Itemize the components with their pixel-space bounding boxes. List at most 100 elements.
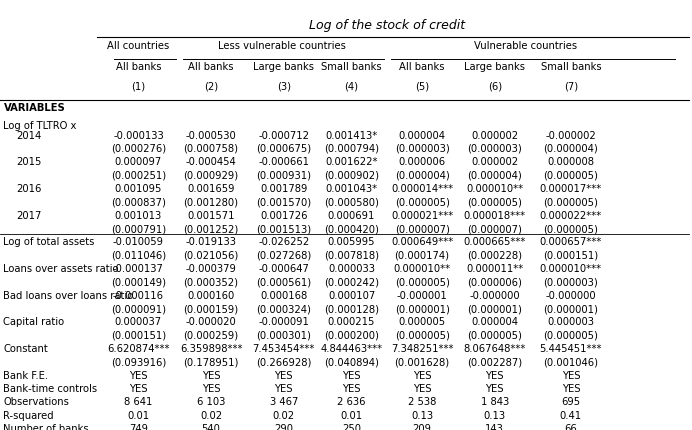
Text: 0.000037: 0.000037 [115, 317, 162, 327]
Text: 0.01: 0.01 [340, 411, 363, 421]
Text: 7.348251***: 7.348251*** [391, 344, 453, 354]
Text: 0.000017***: 0.000017*** [540, 184, 602, 194]
Text: YES: YES [129, 371, 147, 381]
Text: All banks: All banks [188, 62, 234, 72]
Text: (0.000004): (0.000004) [394, 171, 450, 181]
Text: (3): (3) [277, 81, 291, 92]
Text: (0.000251): (0.000251) [111, 171, 166, 181]
Text: (0.000003): (0.000003) [467, 144, 522, 154]
Text: 250: 250 [342, 424, 361, 430]
Text: 0.02: 0.02 [200, 411, 222, 421]
Text: 0.000657***: 0.000657*** [540, 237, 602, 247]
Text: YES: YES [343, 384, 361, 394]
Text: (0.000580): (0.000580) [324, 197, 379, 207]
Text: Log of total assets: Log of total assets [3, 237, 95, 247]
Text: 0.001095: 0.001095 [115, 184, 162, 194]
Text: -0.000137: -0.000137 [113, 264, 164, 274]
Text: (0.021056): (0.021056) [183, 251, 239, 261]
Text: (0.001252): (0.001252) [183, 224, 239, 234]
Text: 3 467: 3 467 [269, 397, 298, 408]
Text: (7): (7) [564, 81, 578, 92]
Text: 6.620874***: 6.620874*** [107, 344, 170, 354]
Text: (0.001628): (0.001628) [394, 357, 450, 368]
Text: (0.000149): (0.000149) [111, 277, 166, 287]
Text: 0.001659: 0.001659 [188, 184, 235, 194]
Text: 0.000021***: 0.000021*** [391, 211, 453, 221]
Text: (0.040894): (0.040894) [324, 357, 379, 368]
Text: All banks: All banks [116, 62, 161, 72]
Text: (0.000352): (0.000352) [183, 277, 239, 287]
Text: 0.000010**: 0.000010** [394, 264, 450, 274]
Text: Less vulnerable countries: Less vulnerable countries [219, 41, 346, 51]
Text: (0.001513): (0.001513) [256, 224, 311, 234]
Text: Small banks: Small banks [540, 62, 601, 72]
Text: All countries: All countries [107, 41, 170, 51]
Text: -0.010059: -0.010059 [113, 237, 164, 247]
Text: -0.000661: -0.000661 [258, 157, 309, 167]
Text: 0.005995: 0.005995 [328, 237, 375, 247]
Text: (0.000259): (0.000259) [183, 331, 239, 341]
Text: (0.000128): (0.000128) [324, 304, 379, 314]
Text: 6 103: 6 103 [197, 397, 226, 408]
Text: (0.000200): (0.000200) [324, 331, 379, 341]
Text: 0.000010**: 0.000010** [466, 184, 523, 194]
Text: 0.02: 0.02 [273, 411, 295, 421]
Text: -0.000454: -0.000454 [185, 157, 237, 167]
Text: (0.011046): (0.011046) [111, 251, 166, 261]
Text: 8.067648***: 8.067648*** [464, 344, 526, 354]
Text: 2017: 2017 [16, 211, 42, 221]
Text: (0.000301): (0.000301) [256, 331, 311, 341]
Text: (0.266928): (0.266928) [256, 357, 311, 368]
Text: Bank-time controls: Bank-time controls [3, 384, 98, 394]
Text: -0.000091: -0.000091 [258, 317, 309, 327]
Text: -0.000133: -0.000133 [113, 131, 164, 141]
Text: 0.000022***: 0.000022*** [540, 211, 602, 221]
Text: 0.000691: 0.000691 [328, 211, 375, 221]
Text: 0.000033: 0.000033 [328, 264, 375, 274]
Text: (0.000001): (0.000001) [394, 304, 450, 314]
Text: 0.000006: 0.000006 [399, 157, 446, 167]
Text: (0.000006): (0.000006) [467, 277, 522, 287]
Text: YES: YES [486, 371, 504, 381]
Text: 0.001013: 0.001013 [115, 211, 162, 221]
Text: 0.13: 0.13 [484, 411, 506, 421]
Text: 0.000014***: 0.000014*** [391, 184, 453, 194]
Text: (0.000005): (0.000005) [394, 197, 450, 207]
Text: (0.000675): (0.000675) [256, 144, 311, 154]
Text: (0.000159): (0.000159) [183, 304, 239, 314]
Text: (0.178951): (0.178951) [183, 357, 239, 368]
Text: (2): (2) [204, 81, 218, 92]
Text: 8 641: 8 641 [124, 397, 153, 408]
Text: (0.001280): (0.001280) [183, 197, 239, 207]
Text: 0.001043*: 0.001043* [325, 184, 378, 194]
Text: (0.000228): (0.000228) [467, 251, 522, 261]
Text: 540: 540 [201, 424, 221, 430]
Text: 0.001413*: 0.001413* [325, 131, 378, 141]
Text: (0.001570): (0.001570) [256, 197, 311, 207]
Text: 0.000004: 0.000004 [471, 317, 518, 327]
Text: YES: YES [343, 371, 361, 381]
Text: Number of banks: Number of banks [3, 424, 89, 430]
Text: -0.000002: -0.000002 [545, 131, 597, 141]
Text: 0.000002: 0.000002 [471, 131, 518, 141]
Text: (0.000174): (0.000174) [394, 251, 450, 261]
Text: 0.01: 0.01 [127, 411, 149, 421]
Text: YES: YES [275, 384, 293, 394]
Text: YES: YES [562, 371, 580, 381]
Text: -0.000647: -0.000647 [258, 264, 309, 274]
Text: (0.000003): (0.000003) [394, 144, 450, 154]
Text: (0.000151): (0.000151) [543, 251, 599, 261]
Text: (5): (5) [415, 81, 429, 92]
Text: 7.453454***: 7.453454*** [253, 344, 315, 354]
Text: (0.000561): (0.000561) [256, 277, 311, 287]
Text: 0.000005: 0.000005 [399, 317, 446, 327]
Text: YES: YES [129, 384, 147, 394]
Text: (0.007818): (0.007818) [324, 251, 379, 261]
Text: (0.027268): (0.027268) [256, 251, 311, 261]
Text: -0.000020: -0.000020 [185, 317, 237, 327]
Text: 290: 290 [274, 424, 293, 430]
Text: 0.000010***: 0.000010*** [540, 264, 602, 274]
Text: (0.000929): (0.000929) [183, 171, 239, 181]
Text: (0.000276): (0.000276) [111, 144, 166, 154]
Text: R-squared: R-squared [3, 411, 54, 421]
